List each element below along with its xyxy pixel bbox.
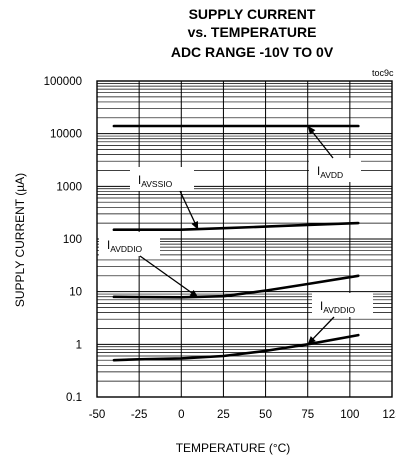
annotation-bg [99, 232, 160, 256]
x-tick-label: -50 [89, 409, 106, 421]
annotation-arrowhead [191, 220, 199, 230]
annotation-bg [312, 293, 373, 317]
annotation-arrowhead [307, 336, 316, 345]
x-tick-label: 100 [340, 409, 359, 421]
y-axis-title: SUPPLY CURRENT (µA) [13, 173, 27, 307]
x-tick-label: -25 [131, 409, 148, 421]
y-tick-label: 1000 [56, 181, 82, 193]
chart-title-line-1: SUPPLY CURRENT [189, 6, 316, 22]
x-tick-label: 0 [178, 409, 184, 421]
annotation-4: IAVDDIO [307, 293, 373, 345]
x-tick-label: 25 [217, 409, 230, 421]
y-tick-label: 10 [69, 287, 82, 299]
annotation-label: IAVSSIO [138, 175, 173, 189]
chart-code-label: toc9c [372, 68, 394, 78]
annotation-bg [130, 167, 194, 191]
annotation-2: IAVSSIO [130, 167, 199, 231]
y-tick-label: 100000 [44, 76, 82, 88]
y-tick-label: 0.1 [66, 392, 82, 404]
x-tick-label: 50 [259, 409, 272, 421]
annotations: IAVDD IAVSSIO IAVDDIO IAVDDIO [99, 125, 373, 345]
annotation-arrowhead [189, 289, 199, 298]
x-tick-label: 125 [382, 409, 396, 421]
y-tick-label: 100 [63, 234, 82, 246]
y-tick-label: 10000 [50, 129, 82, 141]
annotation-3: IAVDDIO [99, 232, 199, 298]
tick-labels: -50 -25 0 25 50 75 100 125 0.1 1 10 100 1000 10000 100… [44, 76, 396, 421]
annotation-1: IAVDD [307, 125, 361, 182]
plot-frame [96, 80, 393, 398]
annotation-bg [309, 158, 361, 182]
x-tick-label: 75 [301, 409, 314, 421]
annotation-arrowhead [307, 125, 316, 135]
series-line-2 [112, 221, 360, 231]
series-line-4 [112, 333, 360, 362]
axes [96, 80, 393, 398]
series-line-3 [112, 274, 360, 299]
x-axis-title: TEMPERATURE (°C) [176, 441, 291, 455]
annotation-label: IAVDD [317, 166, 343, 180]
chart-title-line-2: vs. TEMPERATURE [188, 24, 317, 40]
annotation-label: IAVDDIO [107, 240, 143, 254]
y-tick-label: 1 [76, 339, 82, 351]
annotation-leader [139, 255, 199, 298]
annotation-label: IAVDDIO [320, 301, 356, 315]
chart-title-line-3: ADC RANGE -10V TO 0V [171, 44, 334, 60]
